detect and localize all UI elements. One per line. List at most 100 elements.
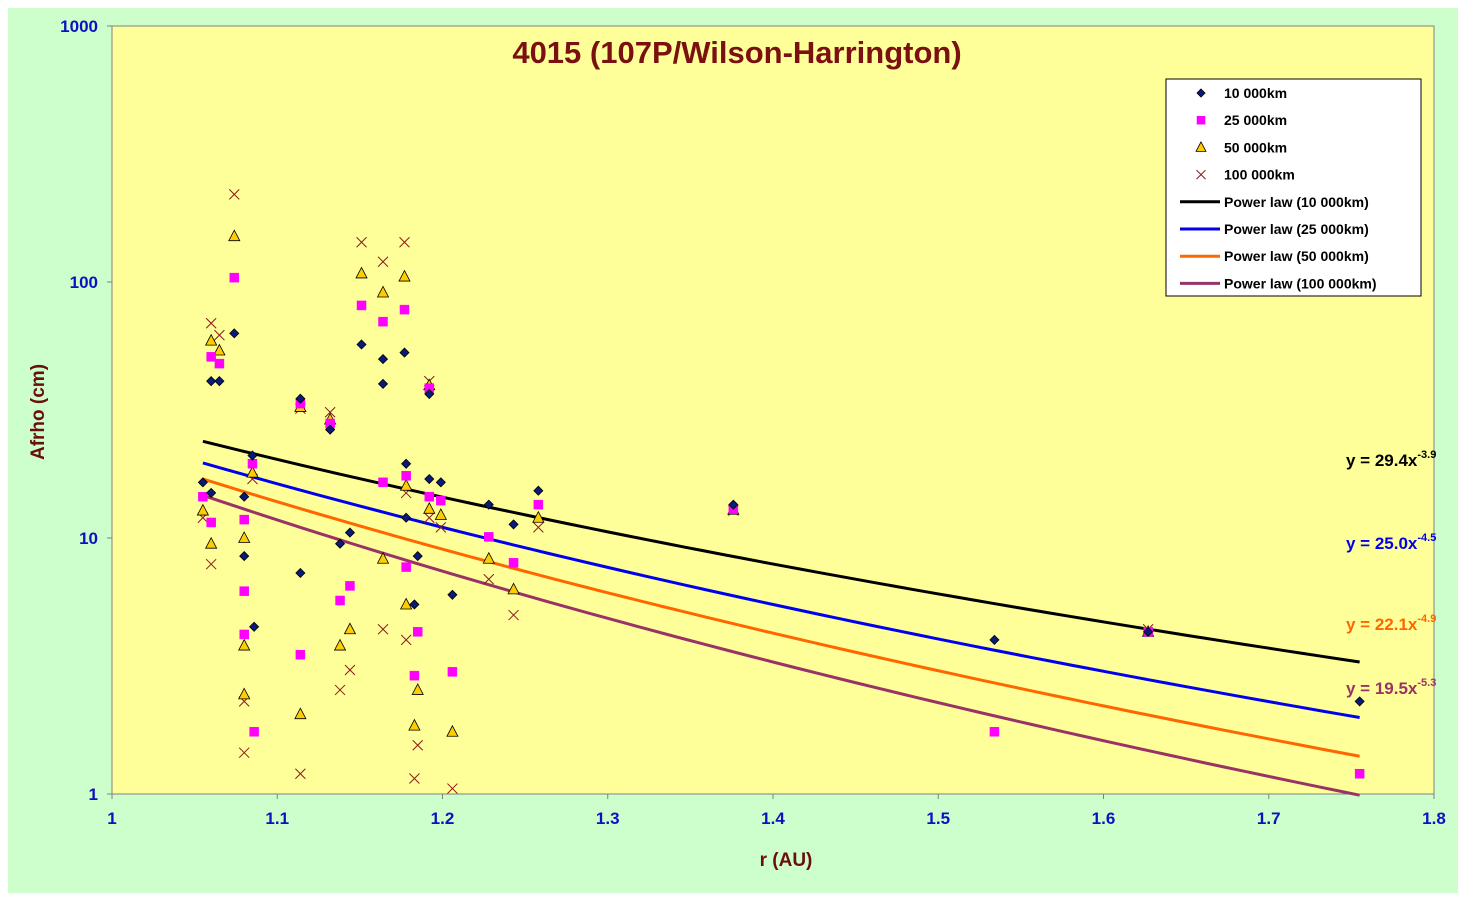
- data-point-100-000km: [447, 783, 458, 794]
- data-point-10-000km: [447, 589, 458, 600]
- x-tick-label: 1.7: [1257, 809, 1281, 828]
- data-point-100-000km: [532, 522, 544, 533]
- legend-item-25-000km: 25 000km: [1196, 112, 1287, 128]
- data-point-10-000km: [239, 551, 250, 562]
- data-point-25-000km: [345, 581, 355, 591]
- legend-item-power-law-25-000km: Power law (25 000km): [1180, 221, 1369, 237]
- data-point-50-000km: [294, 707, 307, 720]
- data-point-100-000km: [377, 623, 389, 635]
- data-point-25-000km: [508, 558, 519, 568]
- data-point-50-000km: [213, 343, 226, 356]
- data-point-50-000km: [196, 503, 210, 516]
- data-point-50-000km: [399, 597, 413, 610]
- data-point-10-000km: [435, 477, 446, 488]
- data-point-100-000km: [508, 609, 519, 621]
- legend-item-power-law-100-000km: Power law (100 000km): [1180, 275, 1377, 291]
- data-point-100-000km: [238, 747, 250, 759]
- data-point-50-000km: [482, 551, 495, 564]
- fit-equations: y = 29.4x-3.9 y = 25.0x-4.5 y = 22.1x-4.9 y…: [1346, 449, 1436, 698]
- data-point-10-000km: [508, 519, 519, 530]
- fit-line-power-law-50-000km: [202, 477, 1360, 758]
- data-point-25-000km: [436, 495, 446, 506]
- data-point-50-000km: [434, 508, 448, 520]
- x-tick-label: 1.8: [1422, 809, 1446, 828]
- data-point-25-000km: [239, 514, 249, 525]
- data-point-10-000km: [334, 538, 346, 549]
- power-law-fit-lines: [202, 439, 1360, 797]
- data-point-25-000km: [401, 562, 411, 572]
- legend: 10 000km 25 000km 50 000km 100 000km Power l…: [1165, 78, 1422, 297]
- data-point-50-000km: [238, 531, 251, 543]
- data-point-10-000km: [728, 499, 739, 510]
- data-point-50-000km: [204, 333, 218, 346]
- data-point-25-000km: [484, 532, 494, 542]
- equation-power-law-10-000km: y = 29.4x-3.9: [1346, 449, 1436, 470]
- data-point-50-000km: [398, 269, 411, 282]
- chart-title: 4015 (107P/Wilson-Harrington): [512, 35, 961, 70]
- data-point-25-000km: [239, 586, 249, 596]
- series-100-000km: [197, 188, 1154, 794]
- legend-item-power-law-10-000km: Power law (10 000km): [1180, 194, 1369, 210]
- data-point-25-000km: [295, 649, 306, 660]
- data-point-10-000km: [325, 424, 336, 435]
- data-point-10-000km: [356, 339, 367, 350]
- x-tick-label: 1.1: [265, 809, 289, 828]
- data-point-25-000km: [399, 304, 410, 315]
- x-tick-label: 1.3: [596, 809, 620, 828]
- data-point-10-000km: [989, 634, 1000, 645]
- data-point-10-000km: [247, 450, 258, 461]
- legend-label: Power law (10 000km): [1224, 194, 1369, 210]
- x-tick-label: 1.5: [926, 809, 950, 828]
- legend-marker: [1196, 169, 1206, 180]
- data-point-50-000km: [228, 229, 241, 242]
- data-point-100-000km: [412, 739, 424, 751]
- data-point-25-000km: [206, 352, 216, 362]
- legend-box: [1165, 78, 1422, 297]
- y-tick-label: 1: [89, 785, 98, 804]
- data-point-100-000km: [205, 558, 217, 570]
- data-point-25-000km: [401, 471, 411, 481]
- legend-item-10-000km: 10 000km: [1196, 85, 1287, 101]
- data-point-50-000km: [446, 724, 459, 737]
- data-point-10-000km: [214, 376, 225, 387]
- data-point-50-000km: [343, 622, 357, 635]
- data-point-50-000km: [376, 551, 390, 564]
- data-point-25-000km: [412, 627, 423, 637]
- data-point-25-000km: [247, 459, 258, 469]
- data-point-50-000km: [532, 510, 545, 523]
- data-point-10-000km: [409, 599, 420, 610]
- data-point-10-000km: [424, 388, 435, 400]
- data-point-50-000km: [238, 687, 251, 700]
- legend-label: 10 000km: [1224, 85, 1287, 101]
- data-point-50-000km: [423, 501, 436, 514]
- data-point-100-000km: [334, 684, 346, 696]
- data-point-25-000km: [214, 358, 225, 369]
- y-axis-title: Afrho (cm): [28, 364, 49, 460]
- data-point-50-000km: [411, 683, 424, 695]
- y-tick-label: 100: [70, 273, 98, 292]
- data-point-10-000km: [412, 551, 423, 562]
- data-point-25-000km: [229, 272, 240, 283]
- y-axis-ticks: 1 10 100 1000: [60, 17, 112, 804]
- data-point-10-000km: [206, 376, 217, 387]
- data-point-100-000km: [400, 634, 412, 646]
- data-point-100-000km: [377, 256, 389, 268]
- x-tick-label: 1.4: [761, 809, 785, 828]
- data-point-100-000km: [228, 188, 240, 200]
- y-tick-label: 10: [79, 529, 98, 548]
- data-point-100-000km: [344, 664, 356, 676]
- data-point-10-000km: [533, 485, 544, 496]
- series-10-000km: [197, 328, 1365, 707]
- data-point-25-000km: [356, 300, 367, 311]
- x-axis-title: r (AU): [760, 850, 813, 871]
- y-tick-label: 1000: [60, 17, 98, 36]
- x-tick-label: 1: [107, 809, 116, 828]
- x-axis-ticks: 1 1.1 1.2 1.3 1.4 1.5 1.6 1.7 1.8: [107, 794, 1446, 828]
- equation-power-law-25-000km: y = 25.0x-4.5: [1346, 532, 1436, 553]
- data-point-10-000km: [206, 487, 217, 498]
- data-point-25-000km: [447, 667, 458, 677]
- data-point-50-000km: [204, 536, 218, 549]
- data-point-100-000km: [324, 406, 336, 418]
- legend-marker: [1196, 115, 1206, 125]
